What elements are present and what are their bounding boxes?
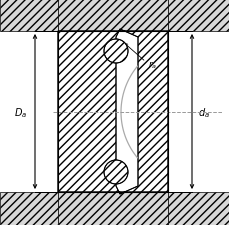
Text: $d_a$: $d_a$ [197,106,209,119]
Polygon shape [0,192,58,225]
Polygon shape [0,0,58,32]
Polygon shape [167,192,229,225]
Polygon shape [167,0,229,32]
Text: $r_a$: $r_a$ [147,59,156,70]
Polygon shape [58,0,167,32]
Text: $D_a$: $D_a$ [14,106,27,119]
Circle shape [104,40,128,64]
Polygon shape [58,192,167,225]
Bar [58,32,167,192]
Circle shape [104,160,128,184]
Polygon shape [58,30,120,194]
Polygon shape [120,30,167,194]
